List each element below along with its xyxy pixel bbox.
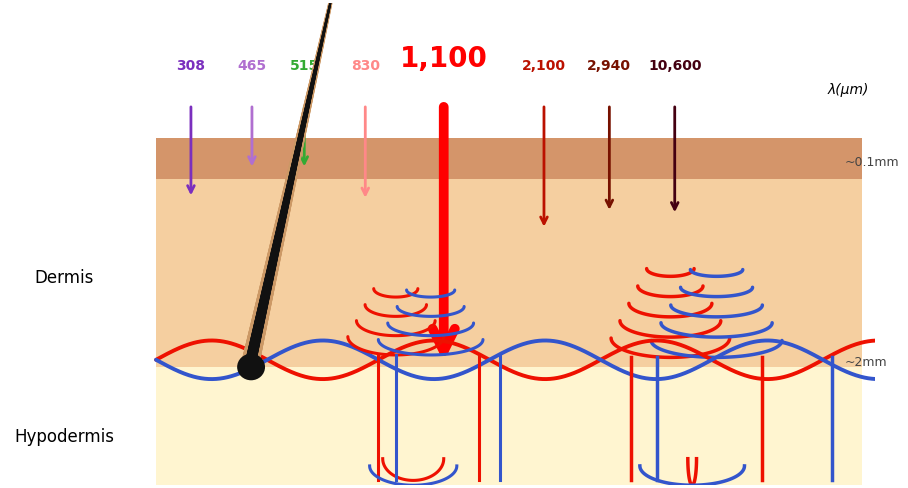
Text: 2,100: 2,100 [522, 59, 566, 73]
Text: 830: 830 [350, 59, 380, 73]
Text: 10,600: 10,600 [648, 59, 702, 73]
Text: 465: 465 [237, 59, 267, 73]
Text: ~2mm: ~2mm [844, 356, 887, 369]
Text: Hypodermis: Hypodermis [15, 428, 114, 446]
Text: 1,100: 1,100 [400, 45, 488, 73]
Text: Dermis: Dermis [35, 269, 94, 287]
Text: λ(μm): λ(μm) [827, 82, 869, 97]
Bar [156, 367, 863, 485]
Text: 2,940: 2,940 [587, 59, 631, 73]
Ellipse shape [237, 354, 265, 380]
Bar [156, 179, 863, 367]
Text: 515: 515 [290, 59, 319, 73]
Text: 308: 308 [176, 59, 205, 73]
Text: ~0.1mm: ~0.1mm [844, 157, 899, 169]
Bar [156, 138, 863, 179]
